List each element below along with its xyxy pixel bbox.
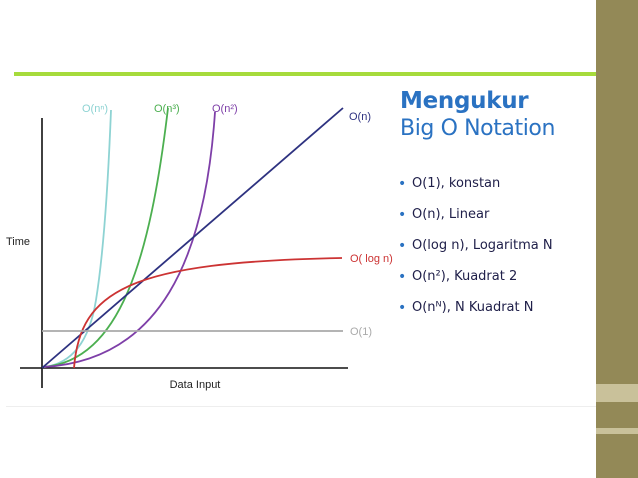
series-line-cubic — [43, 107, 169, 368]
series-label-logarithmic: O( log n) — [350, 253, 393, 265]
bullet-item: • O(nᴺ), N Kuadrat N — [398, 292, 553, 323]
bullet-dot-icon: • — [398, 299, 407, 316]
series-line-quadratic — [43, 111, 216, 368]
bullet-list: • O(1), konstan • O(n), Linear • O(log n… — [398, 168, 553, 323]
bullet-text: O(nᴺ), N Kuadrat N — [412, 300, 534, 315]
bullet-item: • O(1), konstan — [398, 168, 553, 199]
x-axis-label: Data Input — [170, 379, 221, 391]
bullet-text: O(n), Linear — [412, 207, 490, 222]
title-line-2: Big O Notation — [400, 116, 556, 141]
bullet-item: • O(n²), Kuadrat 2 — [398, 261, 553, 292]
bullet-dot-icon: • — [398, 175, 407, 192]
top-accent-rule — [14, 72, 596, 76]
bullet-text: O(log n), Logaritma N — [412, 238, 553, 253]
bullet-dot-icon: • — [398, 237, 407, 254]
decorative-strip-accent-bottom — [596, 428, 638, 434]
series-labels: O(nⁿ) O(n³) O(n²) O(n) O( log n) O(1) — [82, 103, 393, 338]
y-axis-label: Time — [6, 236, 30, 248]
series-line-linear — [41, 107, 344, 369]
series-line-logarithmic — [73, 257, 343, 369]
chart-curves — [41, 107, 344, 369]
bullet-item: • O(log n), Logaritma N — [398, 230, 553, 261]
bullet-text: O(1), konstan — [412, 176, 501, 191]
bullet-item: • O(n), Linear — [398, 199, 553, 230]
bullet-dot-icon: • — [398, 206, 407, 223]
series-label-exponential: O(nⁿ) — [82, 103, 108, 115]
series-label-linear: O(n) — [349, 111, 371, 123]
title-line-1: Mengukur — [400, 88, 529, 114]
bullet-text: O(n²), Kuadrat 2 — [412, 269, 518, 284]
series-line-exponential — [43, 109, 112, 368]
chart-axes — [20, 118, 348, 388]
series-label-constant: O(1) — [350, 326, 372, 338]
series-label-quadratic: O(n²) — [212, 103, 238, 115]
decorative-strip-accent-top — [596, 384, 638, 402]
bullet-dot-icon: • — [398, 268, 407, 285]
series-label-cubic: O(n³) — [154, 103, 180, 115]
